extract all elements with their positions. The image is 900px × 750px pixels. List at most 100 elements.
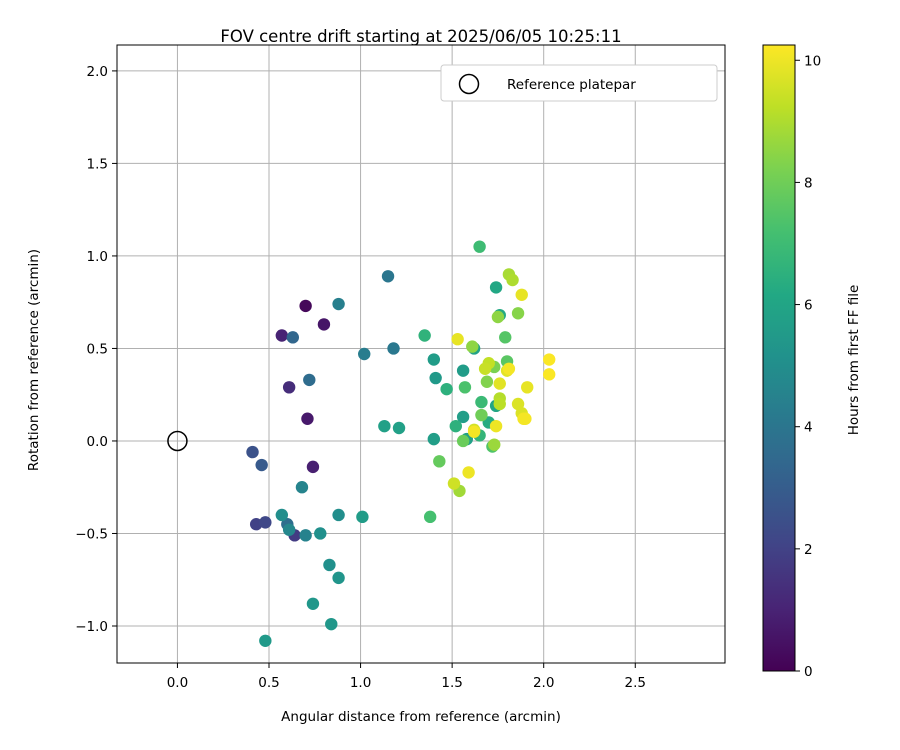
data-point	[299, 529, 312, 542]
data-point	[489, 281, 503, 294]
data-point	[358, 347, 371, 361]
data-point	[473, 240, 486, 253]
legend-entry-reference-platepar: Reference platepar	[507, 77, 636, 93]
data-point	[511, 307, 525, 320]
plot-frame	[116, 44, 726, 664]
data-point	[378, 419, 391, 433]
y-tick-label: 0.5	[87, 341, 108, 357]
y-axis-ticks: −1.0 −0.5 0.0 0.5 1.0 1.5 2.0	[75, 64, 117, 635]
data-point	[451, 332, 464, 346]
data-point	[433, 455, 446, 468]
y-axis-label: Rotation from reference (arcmin)	[26, 249, 42, 471]
legend: Reference platepar	[440, 64, 718, 102]
data-point	[515, 288, 528, 301]
data-point	[387, 342, 400, 355]
data-point	[325, 617, 338, 631]
colorbar-label: Hours from first FF file	[846, 285, 862, 436]
data-point	[506, 273, 519, 287]
colorbar-tick-label: 4	[804, 420, 813, 436]
colorbar-gradient	[763, 45, 795, 671]
y-tick-label: 0.0	[87, 434, 108, 450]
data-point	[499, 331, 512, 344]
data-point	[299, 299, 312, 313]
data-point	[440, 382, 453, 396]
data-point	[295, 481, 309, 494]
y-tick-label: 1.0	[87, 249, 108, 265]
x-tick-label: 1.5	[441, 675, 462, 691]
y-tick-label: 1.5	[87, 156, 108, 172]
x-tick-label: 0.5	[258, 675, 279, 691]
data-point	[491, 310, 505, 324]
data-point	[356, 510, 369, 524]
data-point	[332, 571, 345, 585]
colorbar: 0 2 4 6 8 10 Hours from first FF file	[762, 44, 862, 680]
data-point	[427, 432, 441, 446]
data-point	[480, 375, 494, 388]
x-tick-label: 0.0	[167, 675, 188, 691]
data-point	[259, 516, 272, 529]
data-point	[542, 353, 556, 366]
data-point	[246, 445, 259, 459]
data-point	[449, 419, 462, 433]
data-point	[317, 318, 331, 331]
x-tick-label: 2.0	[533, 675, 554, 691]
data-point	[282, 381, 296, 394]
data-point	[306, 460, 320, 474]
colorbar-tick-label: 10	[804, 53, 821, 69]
data-point	[447, 477, 461, 490]
colorbar-tick-label: 8	[804, 175, 813, 191]
data-point	[475, 395, 488, 409]
data-point	[542, 368, 556, 381]
data-point	[456, 410, 470, 424]
data-point	[282, 523, 296, 536]
data-point	[475, 408, 488, 422]
data-point	[458, 381, 472, 394]
x-axis-ticks: 0.0 0.5 1.0 1.5 2.0 2.5	[167, 663, 646, 691]
legend-marker-icon	[458, 73, 480, 95]
data-point	[502, 362, 516, 376]
data-point	[286, 331, 300, 344]
data-point	[467, 425, 481, 438]
data-point	[493, 377, 506, 390]
plot-background	[117, 45, 725, 663]
data-point	[303, 373, 316, 387]
colorbar-tick-label: 2	[804, 542, 813, 558]
data-point	[323, 558, 336, 572]
data-point	[301, 412, 314, 425]
data-point	[466, 340, 479, 353]
colorbar-tick-label: 0	[804, 664, 813, 680]
legend-box	[440, 64, 718, 102]
x-tick-label: 2.5	[625, 675, 646, 691]
data-point	[275, 329, 289, 342]
y-tick-label: −1.0	[75, 619, 108, 635]
data-point	[493, 397, 506, 411]
colorbar-ticks: 0 2 4 6 8 10	[795, 53, 821, 680]
chart-title: FOV centre drift starting at 2025/06/05 …	[220, 27, 621, 46]
data-point	[306, 597, 320, 610]
data-point	[332, 508, 345, 522]
data-point	[429, 371, 442, 385]
data-point	[521, 381, 534, 394]
data-point	[519, 412, 532, 425]
data-points	[246, 240, 556, 647]
data-point	[314, 527, 327, 540]
data-point	[423, 510, 437, 524]
data-point	[489, 419, 503, 433]
colorbar-tick-label: 6	[804, 298, 813, 314]
data-point	[418, 329, 431, 342]
data-point	[462, 466, 475, 479]
data-point	[381, 270, 395, 283]
data-point	[456, 364, 470, 377]
y-tick-label: 2.0	[87, 64, 108, 80]
data-point	[392, 421, 406, 435]
y-tick-label: −0.5	[75, 526, 108, 542]
data-point	[456, 434, 470, 448]
reference-platepar-marker	[167, 430, 188, 452]
data-point	[275, 508, 289, 522]
data-point	[488, 438, 501, 451]
data-point	[478, 362, 492, 376]
x-tick-label: 1.0	[350, 675, 371, 691]
data-point	[427, 353, 441, 366]
data-point	[332, 297, 345, 311]
